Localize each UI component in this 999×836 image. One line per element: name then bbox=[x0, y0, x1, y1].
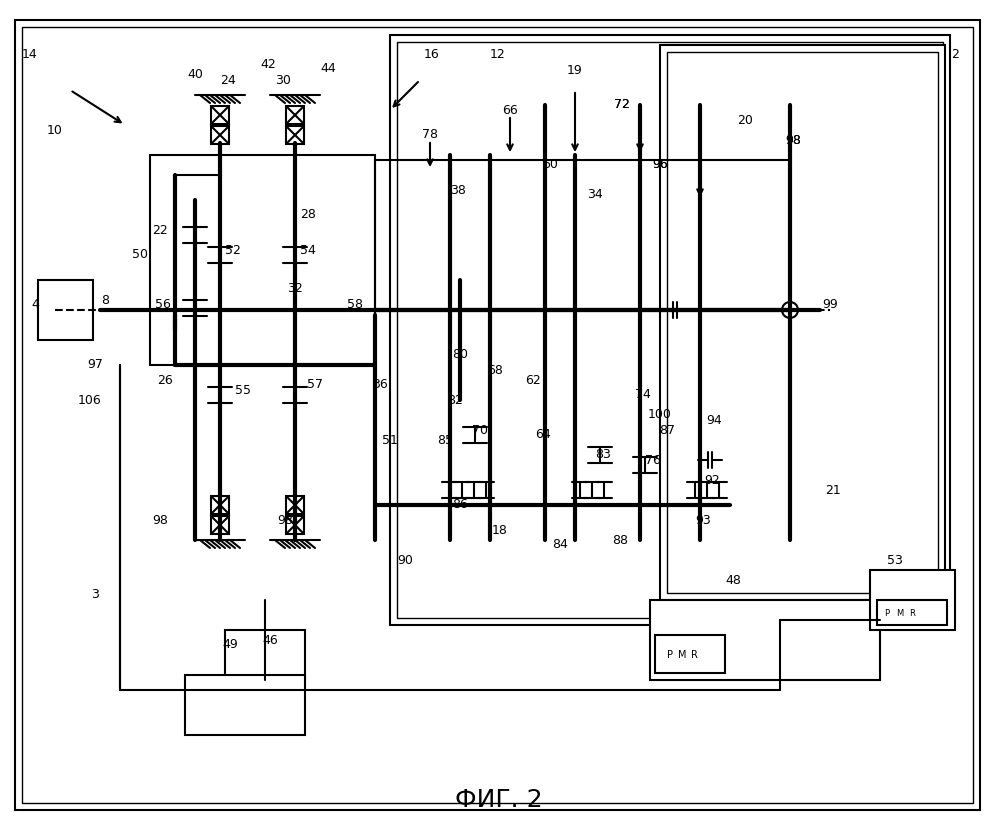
Bar bbox=[660, 45, 945, 600]
Text: 66: 66 bbox=[502, 104, 517, 116]
Text: 26: 26 bbox=[157, 374, 173, 386]
Text: 70: 70 bbox=[472, 424, 488, 436]
Bar bbox=[225, 630, 305, 680]
Bar bbox=[150, 155, 375, 365]
Text: 14: 14 bbox=[22, 48, 38, 62]
Bar bbox=[185, 675, 305, 735]
Text: 53: 53 bbox=[887, 553, 903, 567]
Text: 98: 98 bbox=[277, 513, 293, 527]
Text: 56: 56 bbox=[155, 298, 171, 312]
Text: 83: 83 bbox=[595, 448, 611, 461]
Bar bbox=[877, 600, 947, 625]
Text: 80: 80 bbox=[452, 349, 468, 361]
Text: 94: 94 bbox=[706, 414, 722, 426]
Text: 87: 87 bbox=[659, 424, 675, 436]
Text: 8: 8 bbox=[101, 293, 109, 307]
Bar bbox=[211, 106, 229, 124]
Bar bbox=[667, 52, 938, 593]
Bar bbox=[655, 635, 725, 673]
Text: M: M bbox=[896, 609, 904, 618]
Text: 54: 54 bbox=[300, 243, 316, 257]
Text: 72: 72 bbox=[614, 99, 630, 111]
Text: 40: 40 bbox=[187, 69, 203, 81]
Text: 62: 62 bbox=[525, 374, 540, 386]
Text: 90: 90 bbox=[397, 553, 413, 567]
Text: 68: 68 bbox=[488, 364, 502, 376]
Text: 51: 51 bbox=[382, 434, 398, 446]
Text: M: M bbox=[677, 650, 686, 660]
Text: 55: 55 bbox=[235, 384, 251, 396]
Text: 74: 74 bbox=[635, 389, 651, 401]
Text: 12: 12 bbox=[491, 48, 505, 62]
Text: 96: 96 bbox=[652, 159, 668, 171]
Bar bbox=[286, 126, 304, 144]
Text: 19: 19 bbox=[567, 64, 582, 77]
Text: 52: 52 bbox=[225, 243, 241, 257]
Bar bbox=[390, 35, 950, 625]
Bar bbox=[286, 496, 304, 514]
Text: 16: 16 bbox=[425, 48, 440, 62]
Text: 44: 44 bbox=[320, 62, 336, 74]
Text: 64: 64 bbox=[535, 429, 550, 441]
Text: 57: 57 bbox=[307, 379, 323, 391]
Bar bbox=[397, 42, 943, 618]
Text: 22: 22 bbox=[152, 223, 168, 237]
Text: 78: 78 bbox=[422, 129, 438, 141]
Text: 32: 32 bbox=[287, 282, 303, 294]
Text: R: R bbox=[690, 650, 697, 660]
Text: 98: 98 bbox=[785, 134, 801, 146]
Text: 3: 3 bbox=[91, 589, 99, 601]
Text: 50: 50 bbox=[132, 248, 148, 262]
Text: 86: 86 bbox=[453, 498, 468, 512]
Text: 42: 42 bbox=[260, 59, 276, 72]
Text: 46: 46 bbox=[262, 634, 278, 646]
Text: ФИГ. 2: ФИГ. 2 bbox=[456, 788, 542, 812]
Text: 36: 36 bbox=[372, 379, 388, 391]
Text: 88: 88 bbox=[612, 533, 628, 547]
Text: 20: 20 bbox=[737, 114, 753, 126]
Bar bbox=[285, 295, 305, 315]
Text: 48: 48 bbox=[725, 573, 741, 587]
Text: 60: 60 bbox=[542, 159, 557, 171]
Text: 30: 30 bbox=[275, 74, 291, 86]
Text: 99: 99 bbox=[822, 298, 838, 312]
Text: 76: 76 bbox=[645, 453, 661, 466]
Text: R: R bbox=[909, 609, 915, 618]
Text: 93: 93 bbox=[695, 513, 711, 527]
Bar bbox=[286, 106, 304, 124]
Text: 97: 97 bbox=[87, 359, 103, 371]
Text: 98: 98 bbox=[152, 513, 168, 527]
Text: 38: 38 bbox=[451, 183, 466, 196]
Text: 100: 100 bbox=[648, 409, 672, 421]
Text: 84: 84 bbox=[552, 538, 568, 552]
Text: 58: 58 bbox=[347, 298, 363, 312]
Text: 72: 72 bbox=[614, 99, 630, 111]
Text: 98: 98 bbox=[785, 134, 801, 146]
Text: P: P bbox=[884, 609, 889, 618]
Bar bbox=[870, 570, 955, 630]
Text: 21: 21 bbox=[825, 483, 841, 497]
Text: 82: 82 bbox=[448, 394, 463, 406]
Text: 10: 10 bbox=[47, 124, 63, 136]
Bar bbox=[211, 126, 229, 144]
Text: 34: 34 bbox=[587, 188, 602, 201]
Text: 2: 2 bbox=[951, 48, 959, 62]
Text: 92: 92 bbox=[704, 473, 720, 487]
Text: 28: 28 bbox=[300, 208, 316, 222]
Text: 24: 24 bbox=[220, 74, 236, 86]
Bar bbox=[286, 516, 304, 534]
Text: 4: 4 bbox=[31, 298, 39, 312]
Text: 96: 96 bbox=[652, 159, 668, 171]
Bar bbox=[211, 496, 229, 514]
Text: 85: 85 bbox=[437, 434, 453, 446]
Text: 49: 49 bbox=[222, 639, 238, 651]
Bar bbox=[650, 600, 880, 680]
Text: 106: 106 bbox=[78, 394, 102, 406]
Bar bbox=[211, 516, 229, 534]
Text: 18: 18 bbox=[493, 523, 507, 537]
Text: P: P bbox=[667, 650, 673, 660]
Bar bbox=[38, 280, 93, 340]
